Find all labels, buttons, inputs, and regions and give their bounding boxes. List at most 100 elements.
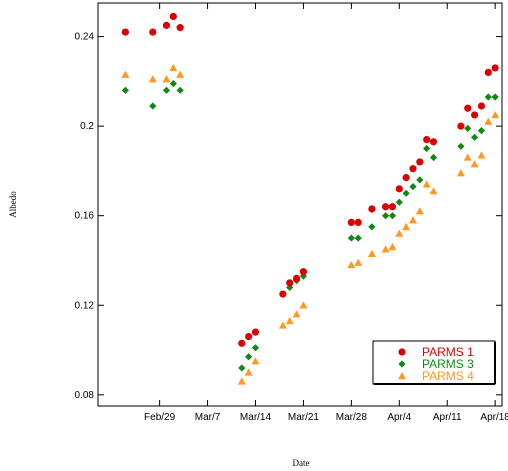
parms-1-point [416,158,424,166]
parms-4-point [354,258,363,266]
x-tick-label: Apr/4 [387,412,411,423]
parms-4-point [292,310,301,318]
parms-4-point [244,368,253,376]
parms-4-point [162,75,171,83]
parms-1-point [251,328,260,336]
parms-1-point [347,218,355,227]
parms-4-point [237,377,246,385]
parms-4-point [408,216,417,224]
parms-4-point [470,160,479,168]
parms-3-point [409,182,417,191]
parms-3-point [169,80,177,88]
parms-3-point [368,223,376,231]
parms-4-point [285,316,294,325]
parms-1-point [381,203,390,211]
parms-1-point [121,28,129,36]
parms-3-point [471,133,479,141]
parms-3-point [299,272,308,280]
x-tick-label: Mar/21 [288,412,320,423]
parms-4-point [388,243,397,251]
parms-4-point [121,70,130,78]
parms-4-point [491,110,500,119]
x-tick-label: Mar/7 [195,412,221,423]
x-tick-label: Mar/14 [240,412,272,423]
parms-4-point [429,187,438,195]
parms-1-point [149,28,157,36]
data-points [121,12,500,385]
parms-1-point [245,332,253,341]
x-tick-label: Mar/28 [336,412,368,423]
y-tick-label: 0.08 [75,390,95,401]
parms-3-point [245,353,253,361]
parms-1-point [388,203,397,211]
parms-4-point [415,207,424,215]
parms-4-point [422,180,431,188]
parms-3-point [347,234,355,242]
parms-4-point [367,249,376,257]
parms-4-point [169,63,178,72]
parms-3-point [464,124,472,132]
parms-1-point [169,12,177,21]
parms-1-point [402,174,410,182]
parms-3-point [457,142,465,150]
y-tick-label: 0.2 [80,121,94,132]
parms-4-point [176,70,185,78]
parms-1-point [162,21,171,29]
parms-1-point [457,122,465,130]
parms-4-point [395,229,404,237]
parms-3-point [402,189,410,197]
plot-area-frame [97,2,503,407]
legend-label-parms-4: PARMS 4 [422,369,474,383]
legend-label-parms-3: PARMS 3 [422,357,474,371]
parms-1-point [395,185,403,193]
parms-1-point [464,104,472,112]
parms-4-point [148,75,157,83]
parms-4-point [381,245,390,253]
parms-4-point [278,321,287,329]
x-tick-label: Apr/18 [480,412,508,423]
parms-1-point [477,102,486,110]
parms-1-point [423,135,431,144]
parms-1-point [368,205,376,213]
parms-3-point [354,234,362,242]
parms-1-point [471,111,479,119]
parms-4-point [402,222,411,231]
parms-4-point [484,117,493,125]
parms-1-point [238,339,246,347]
parms-1-point [299,268,308,276]
legend-label-parms-1: PARMS 1 [422,345,474,359]
y-tick-label: 0.24 [75,32,95,43]
parms-4-point [299,301,308,309]
parms-4-point [463,153,472,161]
parms-3-point [388,212,397,220]
parms-4-point [251,357,260,365]
parms-3-point [416,176,424,184]
x-axis-title: Date [293,458,310,468]
parms-1-point [279,290,287,298]
parms-1-point [429,138,438,146]
parms-3-point [121,86,129,94]
parms-3-point [429,153,438,162]
parms-1-point [176,24,184,32]
y-tick-label: 0.12 [75,300,95,311]
parms-3-point [162,86,171,94]
parms-1-point [354,218,362,227]
parms-3-point [395,198,403,206]
parms-4-point [456,169,465,177]
y-axis-title: Albedo [8,191,18,218]
parms-3-point [423,144,431,153]
parms-3-point [491,93,499,101]
y-tick-label: 0.16 [75,211,95,222]
parms-1-point [292,274,301,282]
parms-3-point [238,364,246,372]
x-tick-label: Apr/11 [433,412,462,423]
axis-ticks: 0.08 0.12 0.16 0.2 0.24 Feb/29 Mar/7 Mar/14 Mar/… [75,3,508,423]
parms-4-point [477,151,486,159]
parms-3-point [477,127,486,135]
parms-4-point [347,260,356,269]
parms-1-point [409,165,417,173]
